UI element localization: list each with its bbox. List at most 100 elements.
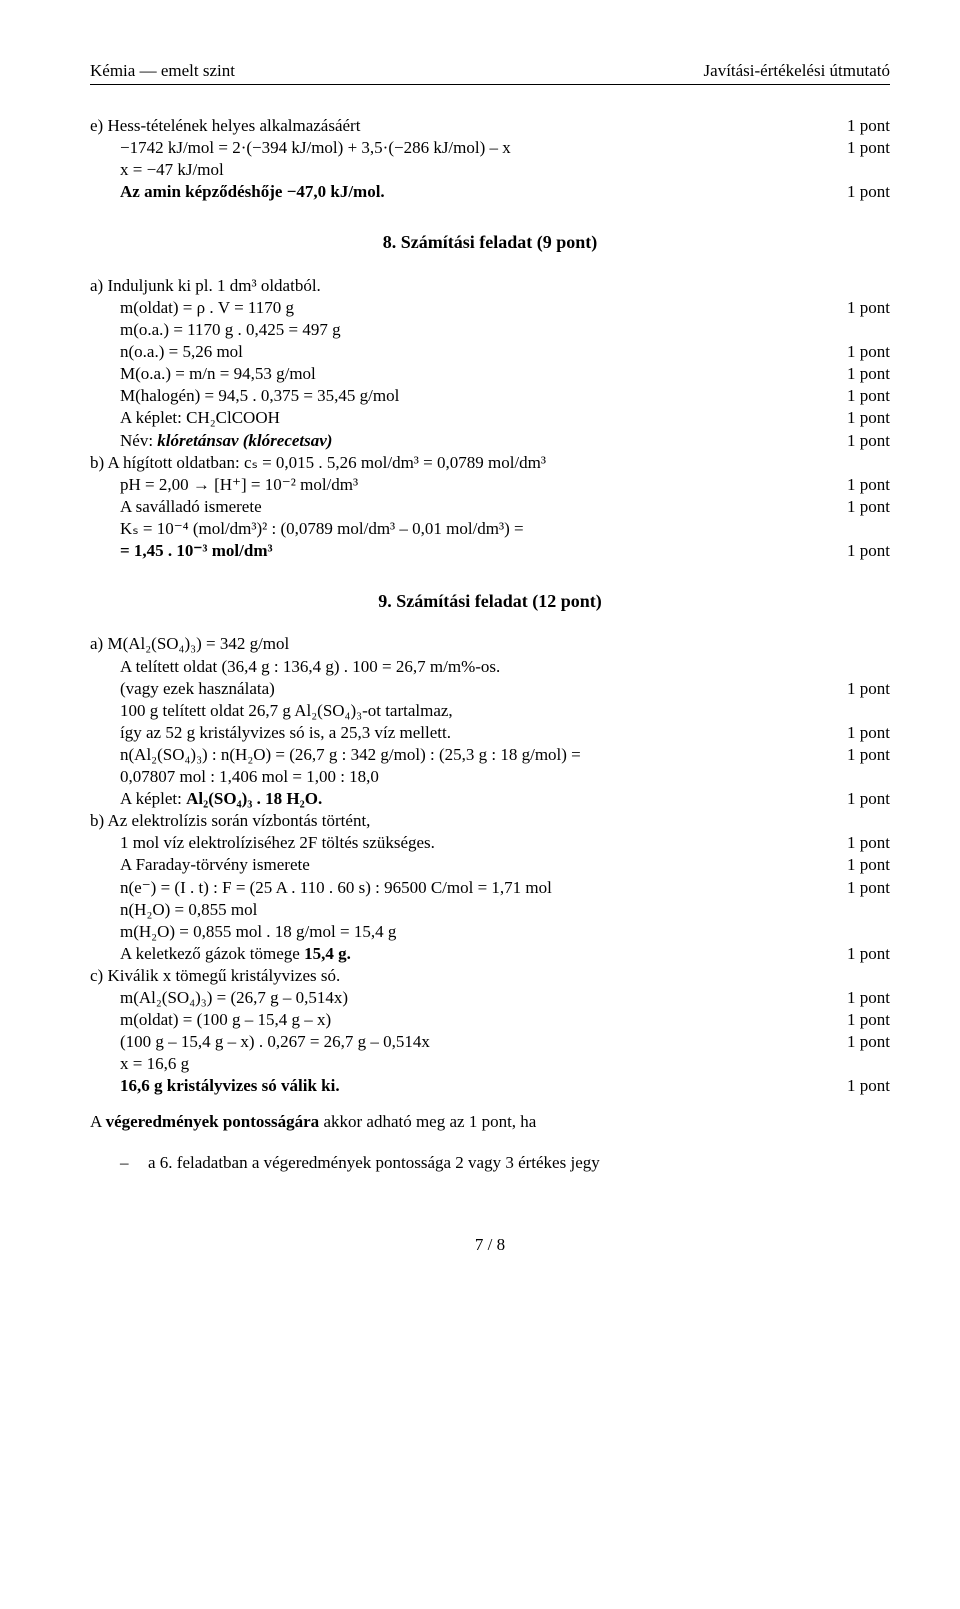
text: A képlet: CH₂ClCOOH: [120, 407, 847, 429]
line: −1742 kJ/mol = 2·(−394 kJ/mol) + 3,5·(−2…: [90, 137, 890, 159]
text: m(oldat) = (100 g – 15,4 g – x): [120, 1009, 847, 1031]
line: pH = 2,00 → [H⁺] = 10⁻² mol/dm³ 1 pont: [90, 474, 890, 496]
text: (100 g – 15,4 g – x) . 0,267 = 26,7 g – …: [120, 1031, 847, 1053]
line: A saválladó ismerete 1 pont: [90, 496, 890, 518]
text: (vagy ezek használata): [120, 678, 847, 700]
line: Név: klóretánsav (klórecetsav) 1 pont: [90, 430, 890, 452]
line: 100 g telített oldat 26,7 g Al₂(SO₄)₃-ot…: [90, 700, 890, 722]
line: A keletkező gázok tömege 15,4 g. 1 pont: [90, 943, 890, 965]
points: 1 pont: [847, 877, 890, 899]
line: n(H₂O) = 0,855 mol: [90, 899, 890, 921]
text: A saválladó ismerete: [120, 496, 847, 518]
line: 0,07807 mol : 1,406 mol = 1,00 : 18,0: [90, 766, 890, 788]
line: A Faraday-törvény ismerete 1 pont: [90, 854, 890, 876]
text: a) Induljunk ki pl. 1 dm³ oldatból.: [90, 276, 321, 295]
points: 1 pont: [847, 474, 890, 496]
line: Az amin képződéshője −47,0 kJ/mol. 1 pon…: [90, 181, 890, 203]
text: Név: klóretánsav (klórecetsav): [120, 430, 847, 452]
text: x = −47 kJ/mol: [120, 160, 224, 179]
text: 1 mol víz elektrolíziséhez 2F töltés szü…: [120, 832, 847, 854]
points: 1 pont: [847, 987, 890, 1009]
points: 1 pont: [847, 137, 890, 159]
line: 16,6 g kristályvizes só válik ki. 1 pont: [90, 1075, 890, 1097]
points: 1 pont: [847, 407, 890, 429]
line: x = −47 kJ/mol: [90, 159, 890, 181]
points: 1 pont: [847, 363, 890, 385]
points: 1 pont: [847, 854, 890, 876]
text: A Faraday-törvény ismerete: [120, 854, 847, 876]
text: m(oldat) = ρ . V = 1170 g: [120, 297, 847, 319]
footer-bullet: a 6. feladatban a végeredmények pontossá…: [120, 1152, 890, 1174]
text: M(halogén) = 94,5 . 0,375 = 35,45 g/mol: [120, 385, 847, 407]
text: n(H₂O) = 0,855 mol: [120, 900, 257, 919]
text: x = 16,6 g: [120, 1054, 189, 1073]
points: 1 pont: [847, 540, 890, 562]
line: n(Al₂(SO₄)₃) : n(H₂O) = (26,7 g : 342 g/…: [90, 744, 890, 766]
line: b) Az elektrolízis során vízbontás törté…: [90, 810, 890, 832]
text: A telített oldat (36,4 g : 136,4 g) . 10…: [120, 657, 500, 676]
line: a) M(Al₂(SO₄)₃) = 342 g/mol: [90, 633, 890, 655]
line: e) Hess-tételének helyes alkalmazásáért …: [90, 115, 890, 137]
line: M(o.a.) = m/n = 94,53 g/mol 1 pont: [90, 363, 890, 385]
text: Az amin képződéshője −47,0 kJ/mol.: [120, 181, 847, 203]
points: 1 pont: [847, 341, 890, 363]
text: Kₛ = 10⁻⁴ (mol/dm³)² : (0,0789 mol/dm³ –…: [120, 519, 524, 538]
points: 1 pont: [847, 943, 890, 965]
line: x = 16,6 g: [90, 1053, 890, 1075]
line: a) Induljunk ki pl. 1 dm³ oldatból.: [90, 275, 890, 297]
footer-note: A végeredmények pontosságára akkor adhat…: [90, 1111, 890, 1133]
points: 1 pont: [847, 788, 890, 810]
text: A keletkező gázok tömege 15,4 g.: [120, 943, 847, 965]
line: A képlet: Al₂(SO₄)₃ . 18 H₂O. 1 pont: [90, 788, 890, 810]
points: 1 pont: [847, 115, 890, 137]
text: c) Kiválik x tömegű kristályvizes só.: [90, 966, 340, 985]
line: n(e⁻) = (I . t) : F = (25 A . 110 . 60 s…: [90, 877, 890, 899]
text: b) Az elektrolízis során vízbontás törté…: [90, 811, 370, 830]
points: 1 pont: [847, 496, 890, 518]
points: 1 pont: [847, 181, 890, 203]
line: m(H₂O) = 0,855 mol . 18 g/mol = 15,4 g: [90, 921, 890, 943]
text: = 1,45 . 10⁻³ mol/dm³: [120, 540, 847, 562]
line: A telített oldat (36,4 g : 136,4 g) . 10…: [90, 656, 890, 678]
task9-title: 9. Számítási feladat (12 pont): [90, 590, 890, 613]
line: (100 g – 15,4 g – x) . 0,267 = 26,7 g – …: [90, 1031, 890, 1053]
text: n(Al₂(SO₄)₃) : n(H₂O) = (26,7 g : 342 g/…: [120, 744, 847, 766]
points: 1 pont: [847, 678, 890, 700]
points: 1 pont: [847, 832, 890, 854]
text: m(o.a.) = 1170 g . 0,425 = 497 g: [120, 320, 341, 339]
line: m(Al₂(SO₄)₃) = (26,7 g – 0,514x) 1 pont: [90, 987, 890, 1009]
text: A képlet: Al₂(SO₄)₃ . 18 H₂O.: [120, 788, 847, 810]
points: 1 pont: [847, 297, 890, 319]
text: 100 g telített oldat 26,7 g Al₂(SO₄)₃-ot…: [120, 701, 453, 720]
text: M(o.a.) = m/n = 94,53 g/mol: [120, 363, 847, 385]
page-number: 7 / 8: [90, 1234, 890, 1256]
line: = 1,45 . 10⁻³ mol/dm³ 1 pont: [90, 540, 890, 562]
page-header: Kémia — emelt szint Javítási-értékelési …: [90, 60, 890, 85]
line: n(o.a.) = 5,26 mol 1 pont: [90, 341, 890, 363]
line: így az 52 g kristályvizes só is, a 25,3 …: [90, 722, 890, 744]
header-left: Kémia — emelt szint: [90, 60, 235, 82]
header-right: Javítási-értékelési útmutató: [704, 60, 890, 82]
text: m(H₂O) = 0,855 mol . 18 g/mol = 15,4 g: [120, 922, 396, 941]
points: 1 pont: [847, 1031, 890, 1053]
points: 1 pont: [847, 385, 890, 407]
text: a) M(Al₂(SO₄)₃) = 342 g/mol: [90, 634, 289, 653]
text: n(e⁻) = (I . t) : F = (25 A . 110 . 60 s…: [120, 877, 847, 899]
line: (vagy ezek használata) 1 pont: [90, 678, 890, 700]
line: b) A hígított oldatban: cₛ = 0,015 . 5,2…: [90, 452, 890, 474]
line: Kₛ = 10⁻⁴ (mol/dm³)² : (0,0789 mol/dm³ –…: [90, 518, 890, 540]
line: m(o.a.) = 1170 g . 0,425 = 497 g: [90, 319, 890, 341]
line: A képlet: CH₂ClCOOH 1 pont: [90, 407, 890, 429]
line: m(oldat) = (100 g – 15,4 g – x) 1 pont: [90, 1009, 890, 1031]
text: −1742 kJ/mol = 2·(−394 kJ/mol) + 3,5·(−2…: [120, 137, 847, 159]
points: 1 pont: [847, 722, 890, 744]
line: M(halogén) = 94,5 . 0,375 = 35,45 g/mol …: [90, 385, 890, 407]
text: így az 52 g kristályvizes só is, a 25,3 …: [120, 722, 847, 744]
points: 1 pont: [847, 1009, 890, 1031]
text: pH = 2,00 → [H⁺] = 10⁻² mol/dm³: [120, 474, 847, 496]
line: m(oldat) = ρ . V = 1170 g 1 pont: [90, 297, 890, 319]
points: 1 pont: [847, 1075, 890, 1097]
points: 1 pont: [847, 744, 890, 766]
text: 16,6 g kristályvizes só válik ki.: [120, 1075, 847, 1097]
text: e) Hess-tételének helyes alkalmazásáért: [90, 115, 847, 137]
